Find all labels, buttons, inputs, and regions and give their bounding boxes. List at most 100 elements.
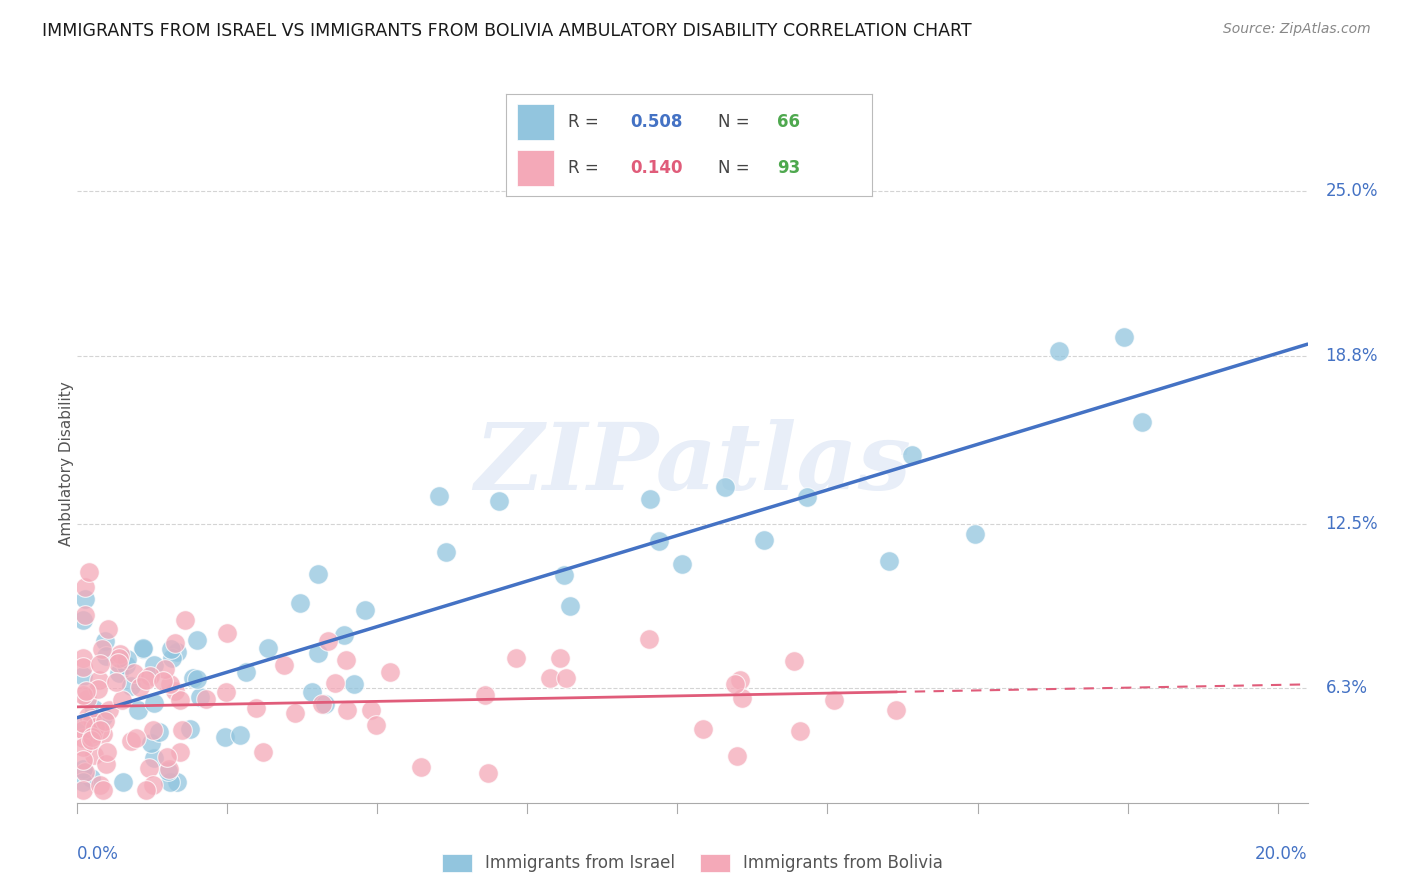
Point bbox=[488, 494, 510, 508]
Point bbox=[72, 782, 94, 797]
Point bbox=[89, 723, 111, 738]
Text: 20.0%: 20.0% bbox=[1256, 846, 1308, 863]
Point bbox=[72, 613, 94, 627]
Point bbox=[288, 596, 311, 610]
Point bbox=[84, 723, 107, 737]
Point bbox=[728, 673, 751, 687]
Point bbox=[159, 762, 181, 776]
Point bbox=[195, 692, 218, 706]
Point bbox=[80, 713, 103, 727]
Point bbox=[692, 722, 714, 736]
Point bbox=[307, 646, 329, 660]
Point bbox=[538, 671, 561, 685]
Point bbox=[179, 722, 201, 736]
Point bbox=[111, 774, 134, 789]
Point bbox=[75, 581, 97, 595]
Point bbox=[215, 626, 238, 640]
Point bbox=[301, 685, 323, 699]
FancyBboxPatch shape bbox=[517, 150, 554, 186]
Text: 0.0%: 0.0% bbox=[77, 846, 120, 863]
Point bbox=[553, 568, 575, 582]
Point bbox=[160, 641, 183, 656]
Point bbox=[129, 680, 152, 694]
Point bbox=[142, 751, 165, 765]
Point bbox=[316, 633, 339, 648]
Text: IMMIGRANTS FROM ISRAEL VS IMMIGRANTS FROM BOLIVIA AMBULATORY DISABILITY CORRELAT: IMMIGRANTS FROM ISRAEL VS IMMIGRANTS FRO… bbox=[42, 22, 972, 40]
Point bbox=[505, 651, 527, 665]
Text: R =: R = bbox=[568, 159, 605, 177]
Point bbox=[111, 692, 134, 706]
Point bbox=[157, 764, 180, 778]
Point bbox=[76, 691, 98, 706]
Point bbox=[173, 613, 195, 627]
Point bbox=[97, 703, 120, 717]
Point bbox=[284, 706, 307, 721]
Point bbox=[142, 696, 165, 710]
Point bbox=[166, 645, 188, 659]
Point bbox=[160, 651, 183, 665]
Point bbox=[156, 750, 179, 764]
Text: N =: N = bbox=[718, 159, 755, 177]
Point bbox=[725, 749, 748, 764]
Text: 6.3%: 6.3% bbox=[1326, 680, 1368, 698]
Point bbox=[148, 724, 170, 739]
FancyBboxPatch shape bbox=[517, 104, 554, 140]
Text: ZIPatlas: ZIPatlas bbox=[474, 419, 911, 508]
Point bbox=[91, 782, 114, 797]
Point bbox=[87, 673, 110, 687]
Point bbox=[108, 651, 131, 665]
Point bbox=[97, 622, 120, 636]
Point bbox=[72, 715, 94, 730]
Point bbox=[83, 701, 105, 715]
Point bbox=[215, 685, 238, 699]
Text: 0.508: 0.508 bbox=[630, 113, 683, 131]
Point bbox=[245, 701, 267, 715]
Point bbox=[89, 778, 111, 792]
Point bbox=[235, 665, 257, 679]
Point bbox=[96, 757, 118, 772]
Text: Source: ZipAtlas.com: Source: ZipAtlas.com bbox=[1223, 22, 1371, 37]
Point bbox=[131, 641, 153, 656]
Text: R =: R = bbox=[568, 113, 605, 131]
Point bbox=[648, 534, 671, 549]
Point bbox=[115, 658, 138, 673]
Point bbox=[108, 648, 131, 662]
Point bbox=[228, 728, 250, 742]
Point bbox=[166, 774, 188, 789]
Point bbox=[77, 708, 100, 723]
Point bbox=[560, 599, 582, 613]
Point bbox=[782, 654, 804, 668]
Point bbox=[73, 592, 96, 607]
Point bbox=[139, 668, 162, 682]
Point bbox=[131, 641, 153, 656]
Point bbox=[125, 731, 148, 746]
Point bbox=[120, 679, 142, 693]
Point bbox=[252, 745, 274, 759]
Point bbox=[90, 642, 112, 657]
Text: 66: 66 bbox=[776, 113, 800, 131]
Point bbox=[75, 683, 97, 698]
Point bbox=[75, 764, 97, 779]
Point bbox=[172, 723, 194, 737]
Point bbox=[353, 603, 375, 617]
Text: 93: 93 bbox=[776, 159, 800, 177]
Point bbox=[72, 753, 94, 767]
Point bbox=[1114, 330, 1136, 344]
Text: N =: N = bbox=[718, 113, 755, 131]
Point bbox=[671, 557, 693, 571]
Legend: Immigrants from Israel, Immigrants from Bolivia: Immigrants from Israel, Immigrants from … bbox=[441, 854, 943, 872]
Point bbox=[724, 677, 747, 691]
Point bbox=[122, 666, 145, 681]
Point bbox=[307, 567, 329, 582]
Point bbox=[796, 491, 818, 505]
Point bbox=[72, 688, 94, 702]
Text: 18.8%: 18.8% bbox=[1326, 347, 1378, 365]
Point bbox=[72, 731, 94, 745]
Point bbox=[72, 669, 94, 683]
Point bbox=[80, 713, 103, 727]
Point bbox=[127, 703, 149, 717]
Point bbox=[335, 703, 357, 717]
Point bbox=[183, 671, 205, 685]
Point bbox=[94, 649, 117, 664]
Point bbox=[83, 747, 105, 762]
